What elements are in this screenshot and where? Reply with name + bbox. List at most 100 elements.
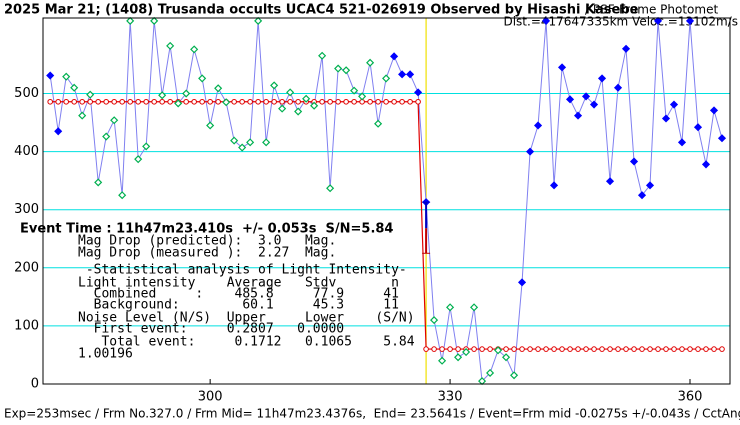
data-point — [62, 72, 71, 81]
data-point — [709, 106, 719, 115]
model-point — [319, 98, 325, 105]
data-point — [470, 303, 479, 312]
annotation: Noise Level (N/S) Upper Lower (S/N) — [78, 311, 415, 326]
data-point — [198, 74, 207, 83]
model-point — [111, 98, 117, 105]
model-point — [135, 98, 141, 105]
annotation: Background: 60.1 45.3 11 — [78, 298, 399, 313]
plot-frame — [42, 17, 731, 385]
model-point — [543, 346, 549, 352]
data-point — [398, 70, 407, 79]
model-point — [47, 98, 53, 105]
y-tick-label: 0 — [31, 377, 39, 392]
model-point — [143, 98, 149, 105]
model-point — [423, 346, 429, 352]
model-point — [591, 346, 597, 352]
data-point — [518, 278, 527, 287]
model-point — [151, 98, 157, 105]
data-point — [110, 116, 119, 125]
data-point — [430, 316, 439, 325]
model-point — [231, 98, 237, 105]
model-point — [599, 346, 605, 352]
model-point — [431, 346, 437, 352]
data-point — [54, 127, 63, 136]
data-point — [238, 143, 247, 152]
model-point — [215, 98, 221, 105]
model-point — [199, 98, 205, 105]
model-point — [663, 346, 669, 352]
data-point — [190, 45, 199, 54]
info: Dist.=417647335km Veloc.=13102m/s — [503, 15, 738, 29]
model-point — [583, 346, 589, 352]
data-point — [326, 184, 335, 193]
data-point — [270, 81, 279, 90]
data-point — [278, 104, 287, 113]
data-point — [374, 119, 383, 128]
data-point — [605, 177, 615, 186]
data-point — [637, 191, 647, 200]
model-point — [447, 346, 453, 352]
annotation: Light intensity Average Stdv n — [78, 276, 399, 291]
data-point — [382, 74, 391, 83]
data-point — [318, 51, 327, 60]
data-point — [669, 100, 679, 109]
data-point — [334, 64, 343, 73]
data-point — [78, 111, 87, 120]
model-point — [407, 98, 413, 105]
model-point — [87, 98, 93, 105]
model-point — [95, 98, 101, 105]
model-point — [527, 346, 533, 352]
model-point — [383, 98, 389, 105]
model-point — [279, 98, 285, 105]
data-point — [206, 121, 215, 130]
model-point — [687, 346, 693, 352]
model-point — [487, 346, 493, 352]
model-point — [559, 346, 565, 352]
data-point — [342, 66, 351, 75]
model-point — [295, 98, 301, 105]
model-point — [271, 98, 277, 105]
model-point — [343, 98, 349, 105]
data-point — [230, 136, 239, 145]
data-point — [502, 353, 511, 362]
data-point — [134, 155, 143, 164]
data-point — [661, 114, 671, 123]
data-point — [358, 92, 367, 101]
model-point — [695, 346, 701, 352]
model-point — [391, 98, 397, 105]
annotation: Mag Drop (measured ): 2.27 Mag. — [78, 246, 336, 261]
data-point — [510, 371, 519, 380]
data-point — [565, 95, 575, 104]
model-point — [367, 98, 373, 105]
model-point — [119, 98, 125, 105]
model-point — [335, 98, 341, 105]
annotation: Event Time : 11h47m23.410s +/- 0.053s S/… — [20, 222, 393, 237]
chart-subtitle: / PSF-Frame Photomet — [585, 3, 718, 17]
model-point — [183, 98, 189, 105]
data-point — [174, 99, 183, 108]
x-tick-label: 330 — [438, 390, 463, 405]
data-point — [613, 83, 623, 92]
model-point — [679, 346, 685, 352]
data-point — [150, 16, 159, 25]
data-point — [286, 88, 295, 97]
data-point — [182, 89, 191, 98]
data-point — [438, 356, 447, 365]
model-point — [575, 346, 581, 352]
data-point — [406, 70, 415, 79]
annotation: Combined : 485.8 77.9 41 — [78, 287, 399, 302]
y-tick-label: 400 — [14, 144, 39, 159]
model-point — [439, 346, 445, 352]
y-tick-label: 300 — [14, 202, 39, 217]
model-point — [455, 346, 461, 352]
data-point — [542, 16, 551, 25]
y-tick-label: 200 — [14, 260, 39, 275]
model-point — [79, 98, 85, 105]
data-point — [653, 16, 663, 25]
data-point — [701, 160, 711, 169]
data-point — [94, 178, 103, 187]
model-point — [647, 346, 653, 352]
model-point — [639, 346, 645, 352]
